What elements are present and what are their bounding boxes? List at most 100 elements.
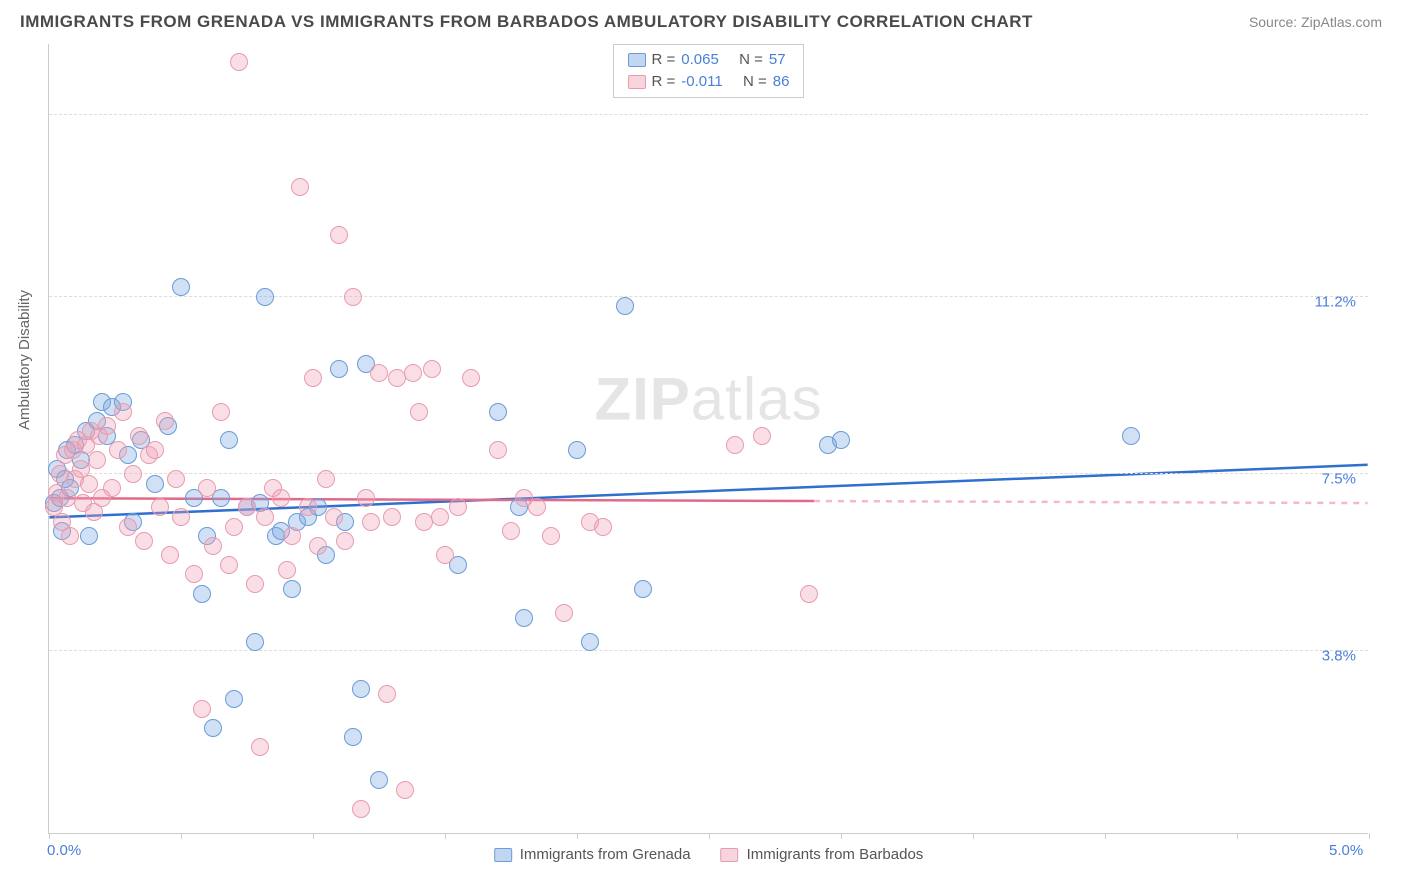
scatter-point [193, 585, 211, 603]
scatter-point [594, 518, 612, 536]
scatter-point [61, 527, 79, 545]
scatter-point [220, 556, 238, 574]
scatter-point [352, 680, 370, 698]
scatter-point [172, 278, 190, 296]
series-legend: Immigrants from Grenada Immigrants from … [494, 846, 924, 863]
scatter-point [272, 489, 290, 507]
y-tick-label: 11.2% [1315, 293, 1356, 310]
scatter-point [410, 403, 428, 421]
scatter-point [581, 633, 599, 651]
scatter-point [161, 546, 179, 564]
scatter-point [251, 738, 269, 756]
x-tick [445, 833, 446, 839]
legend-label-grenada: Immigrants from Grenada [520, 846, 691, 863]
legend-item-barbados: Immigrants from Barbados [721, 846, 924, 863]
scatter-point [515, 609, 533, 627]
scatter-point [404, 364, 422, 382]
x-tick [973, 833, 974, 839]
legend-r-label: R = [652, 71, 676, 93]
scatter-point [753, 427, 771, 445]
gridline [49, 114, 1368, 115]
y-tick-label: 7.5% [1322, 470, 1356, 487]
watermark: ZIPatlas [594, 365, 822, 434]
x-tick [1105, 833, 1106, 839]
scatter-point [172, 508, 190, 526]
scatter-point [256, 288, 274, 306]
scatter-point [726, 436, 744, 454]
x-tick-label: 5.0% [1329, 842, 1363, 859]
legend-item-grenada: Immigrants from Grenada [494, 846, 691, 863]
scatter-point [317, 470, 335, 488]
legend-row-barbados: R = -0.011 N = 86 [628, 71, 790, 93]
scatter-point [146, 475, 164, 493]
scatter-point [98, 417, 116, 435]
scatter-point [225, 690, 243, 708]
x-tick [49, 833, 50, 839]
scatter-point [555, 604, 573, 622]
scatter-point [436, 546, 454, 564]
scatter-point [352, 800, 370, 818]
scatter-point [80, 527, 98, 545]
x-tick [1369, 833, 1370, 839]
gridline [49, 650, 1368, 651]
scatter-point [220, 431, 238, 449]
scatter-point [130, 427, 148, 445]
scatter-point [156, 412, 174, 430]
scatter-point [146, 441, 164, 459]
scatter-point [568, 441, 586, 459]
y-axis-label: Ambulatory Disability [16, 290, 33, 430]
legend-label-barbados: Immigrants from Barbados [747, 846, 924, 863]
x-tick [709, 833, 710, 839]
scatter-point [423, 360, 441, 378]
scatter-point [114, 403, 132, 421]
scatter-point [119, 518, 137, 536]
scatter-point [80, 475, 98, 493]
scatter-point [246, 633, 264, 651]
scatter-point [256, 508, 274, 526]
scatter-point [832, 431, 850, 449]
legend-n-grenada: 57 [769, 49, 786, 71]
correlation-legend: R = 0.065 N = 57 R = -0.011 N = 86 [613, 44, 805, 98]
watermark-atlas: atlas [691, 366, 823, 433]
swatch-blue [628, 53, 646, 67]
scatter-point [283, 580, 301, 598]
swatch-blue [494, 848, 512, 862]
swatch-pink [721, 848, 739, 862]
scatter-point [396, 781, 414, 799]
scatter-point [304, 369, 322, 387]
scatter-point [109, 441, 127, 459]
scatter-point [204, 719, 222, 737]
legend-row-grenada: R = 0.065 N = 57 [628, 49, 790, 71]
x-tick-label: 0.0% [47, 842, 81, 859]
scatter-point [212, 403, 230, 421]
scatter-point [88, 451, 106, 469]
scatter-point [185, 565, 203, 583]
scatter-point [1122, 427, 1140, 445]
scatter-point [167, 470, 185, 488]
chart-plot-area: ZIPatlas R = 0.065 N = 57 R = -0.011 N =… [48, 44, 1368, 834]
scatter-point [542, 527, 560, 545]
x-tick [313, 833, 314, 839]
scatter-point [325, 508, 343, 526]
scatter-point [489, 441, 507, 459]
scatter-point [383, 508, 401, 526]
scatter-point [449, 498, 467, 516]
scatter-point [336, 532, 354, 550]
scatter-point [370, 771, 388, 789]
scatter-point [362, 513, 380, 531]
scatter-point [299, 498, 317, 516]
scatter-point [283, 527, 301, 545]
legend-n-label: N = [739, 49, 763, 71]
scatter-point [528, 498, 546, 516]
scatter-point [330, 360, 348, 378]
scatter-point [193, 700, 211, 718]
legend-n-label: N = [743, 71, 767, 93]
scatter-point [204, 537, 222, 555]
scatter-point [291, 178, 309, 196]
x-tick [1237, 833, 1238, 839]
scatter-point [238, 498, 256, 516]
scatter-point [103, 479, 121, 497]
scatter-point [616, 297, 634, 315]
legend-r-barbados: -0.011 [681, 71, 722, 93]
scatter-point [357, 489, 375, 507]
